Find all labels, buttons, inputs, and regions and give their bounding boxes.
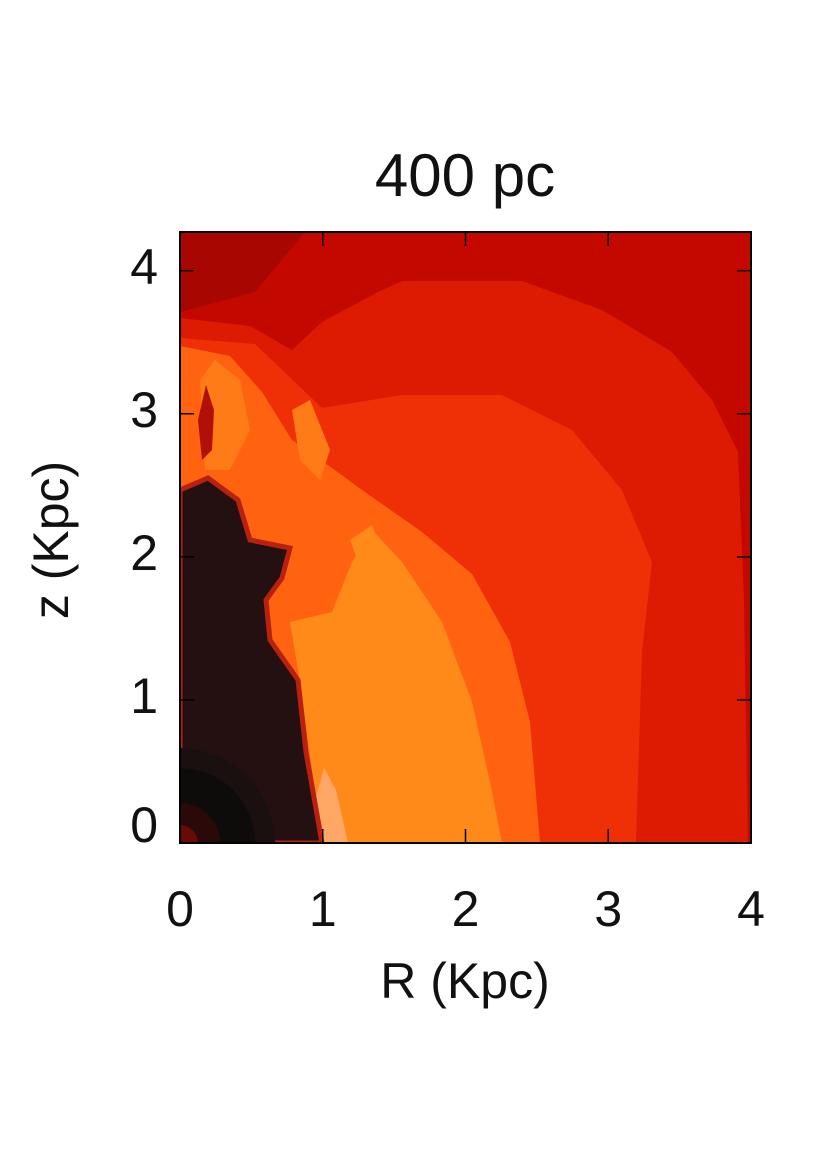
x-tick-label: 1 bbox=[309, 881, 337, 937]
x-axis-label: R (Kpc) bbox=[380, 953, 549, 1009]
x-tick-label: 2 bbox=[452, 881, 480, 937]
x-tick-label: 4 bbox=[737, 881, 765, 937]
chart-title: 400 pc bbox=[375, 142, 555, 209]
y-tick-label: 1 bbox=[130, 668, 158, 724]
y-axis-label: z (Kpc) bbox=[23, 461, 79, 619]
y-tick-label: 2 bbox=[130, 525, 158, 581]
y-tick-label: 3 bbox=[130, 382, 158, 438]
y-tick-label: 0 bbox=[130, 797, 158, 853]
contour-field bbox=[180, 232, 751, 843]
axes: 0 1 2 3 4 0 1 2 3 4 bbox=[130, 232, 765, 937]
x-tick-label: 3 bbox=[594, 881, 622, 937]
y-tick-label: 4 bbox=[130, 239, 158, 295]
x-tick-label: 0 bbox=[166, 881, 194, 937]
